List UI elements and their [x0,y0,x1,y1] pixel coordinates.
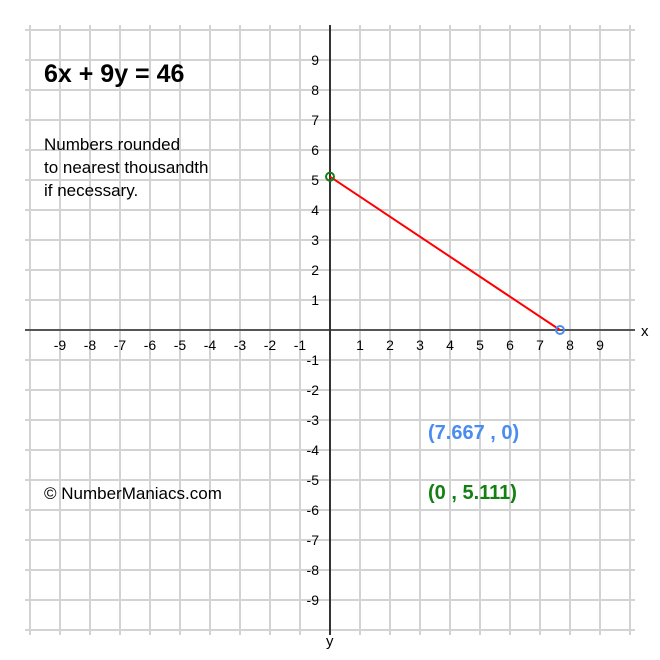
y-tick-label: -8 [307,562,320,578]
y-intercept-label: (0 , 5.111) [428,482,517,504]
x-intercept-label: (7.667 , 0) [428,422,520,444]
y-tick-label: 3 [311,232,319,248]
x-tick-label: 5 [476,337,484,353]
y-tick-label: 7 [311,112,319,128]
x-tick-label: 9 [596,337,604,353]
equation-title: 6x + 9y = 46 [44,60,185,88]
y-tick-label: -1 [307,352,320,368]
x-tick-label: -2 [264,337,277,353]
x-tick-label: 4 [446,337,454,353]
y-tick-label: -5 [307,472,320,488]
x-tick-label: 2 [386,337,394,353]
y-tick-label: -4 [307,442,320,458]
y-axis-label: y [326,633,334,650]
x-tick-label: 3 [416,337,424,353]
x-tick-label: -6 [144,337,157,353]
y-tick-label: -2 [307,382,320,398]
x-tick-label: -7 [114,337,127,353]
y-tick-label: 6 [311,142,319,158]
note-line: to nearest thousandth [44,158,209,177]
x-tick-label: 6 [506,337,514,353]
note-line: Numbers rounded [44,135,181,154]
y-tick-label: -6 [307,502,320,518]
rounding-note: Numbers rounded to nearest thousandth if… [44,133,208,202]
equation-line [329,175,561,331]
intercept-point [555,325,566,335]
x-tick-label: -5 [174,337,187,353]
x-tick-label: 7 [536,337,544,353]
y-tick-label: 9 [311,52,319,68]
x-tick-label: -9 [54,337,67,353]
x-tick-label: 8 [566,337,574,353]
y-tick-label: -7 [307,532,320,548]
y-tick-label: 4 [311,202,319,218]
x-tick-label: -4 [204,337,217,353]
x-tick-label: 1 [356,337,364,353]
note-line: if necessary. [44,181,139,200]
y-tick-label: 8 [311,82,319,98]
y-tick-label: 1 [311,292,319,308]
copyright: © NumberManiacs.com [44,484,222,503]
x-tick-label: -3 [234,337,247,353]
y-tick-label: 2 [311,262,319,278]
y-tick-label: -3 [307,412,320,428]
x-tick-label: -1 [294,337,307,353]
x-axis-label: x [641,323,649,340]
x-tick-label: -8 [84,337,97,353]
intercept-point [325,171,335,182]
y-tick-label: -9 [307,592,320,608]
y-tick-label: 5 [311,172,319,188]
